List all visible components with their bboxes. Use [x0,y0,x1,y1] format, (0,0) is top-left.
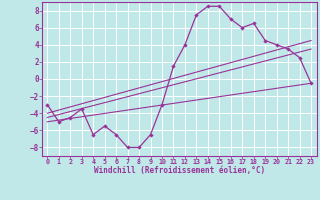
X-axis label: Windchill (Refroidissement éolien,°C): Windchill (Refroidissement éolien,°C) [94,166,265,175]
